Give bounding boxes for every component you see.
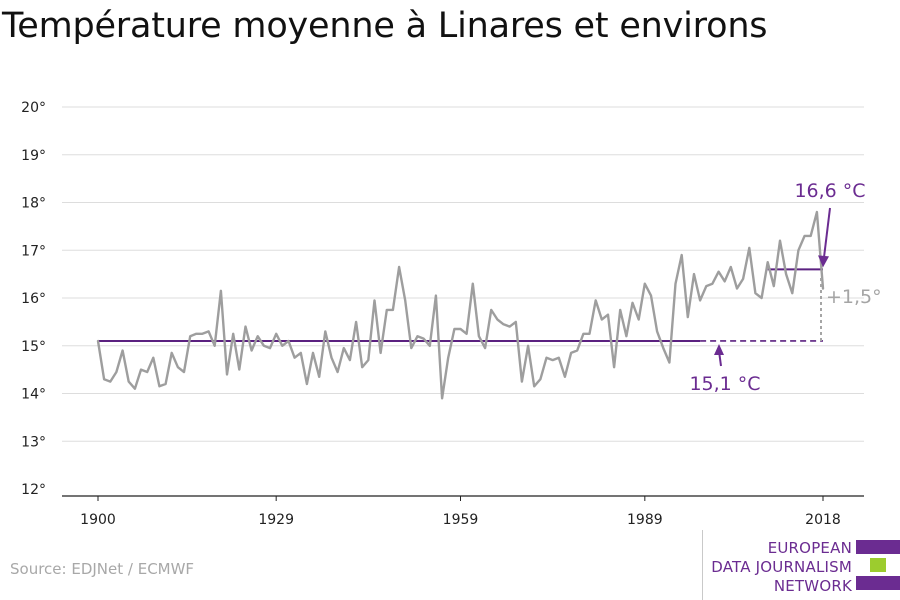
series-line: [96, 210, 825, 400]
logo-line-2: DATA JOURNALISM: [711, 558, 852, 576]
logo-bar-purple-bottom: [856, 576, 900, 590]
y-tick-label: 14°: [21, 387, 46, 403]
x-axis: 1900 1929 1959 1989 2018: [62, 495, 864, 528]
annotation-baseline-label: 15,1 °C: [689, 373, 760, 395]
y-tick-label: 17°: [21, 243, 46, 259]
x-tick-label: 1989: [627, 512, 663, 528]
logo-bar-purple-top: [856, 540, 900, 554]
y-tick-label: 12°: [21, 482, 46, 498]
x-tick-label: 2018: [805, 512, 841, 528]
x-tick-label: 1959: [443, 512, 479, 528]
x-tick-label: 1929: [258, 512, 294, 528]
y-tick-label: 16°: [21, 291, 46, 307]
annotation-recent-label: 16,6 °C: [794, 180, 865, 202]
edjnet-logo[interactable]: EUROPEAN DATA JOURNALISM NETWORK: [702, 530, 900, 600]
arrow-recent-shaft: [823, 207, 831, 258]
y-tick-label: 15°: [21, 339, 46, 355]
arrow-recent-head: [818, 255, 829, 268]
series-group: [96, 210, 825, 400]
y-tick-label: 20°: [21, 100, 46, 116]
annotations: +1,5° 15,1 °C 16,6 °C: [689, 180, 881, 395]
chart-title: Température moyenne à Linares et environ…: [2, 6, 768, 46]
logo-bar-green: [870, 558, 886, 572]
y-tick-label: 13°: [21, 434, 46, 450]
logo-line-3: NETWORK: [773, 577, 852, 595]
logo-line-1: EUROPEAN: [767, 539, 852, 557]
arrow-baseline-head: [714, 343, 724, 355]
source-note: Source: EDJNet / ECMWF: [10, 560, 195, 578]
x-tick-label: 1900: [80, 512, 116, 528]
gridlines: [62, 106, 864, 442]
y-tick-label: 18°: [21, 196, 46, 212]
y-tick-label: 19°: [21, 148, 46, 164]
delta-label: +1,5°: [826, 286, 882, 308]
logo-divider: [702, 530, 703, 600]
y-axis-tick-labels: 12° 13° 14° 15° 16° 17° 18° 19° 20°: [21, 100, 46, 498]
